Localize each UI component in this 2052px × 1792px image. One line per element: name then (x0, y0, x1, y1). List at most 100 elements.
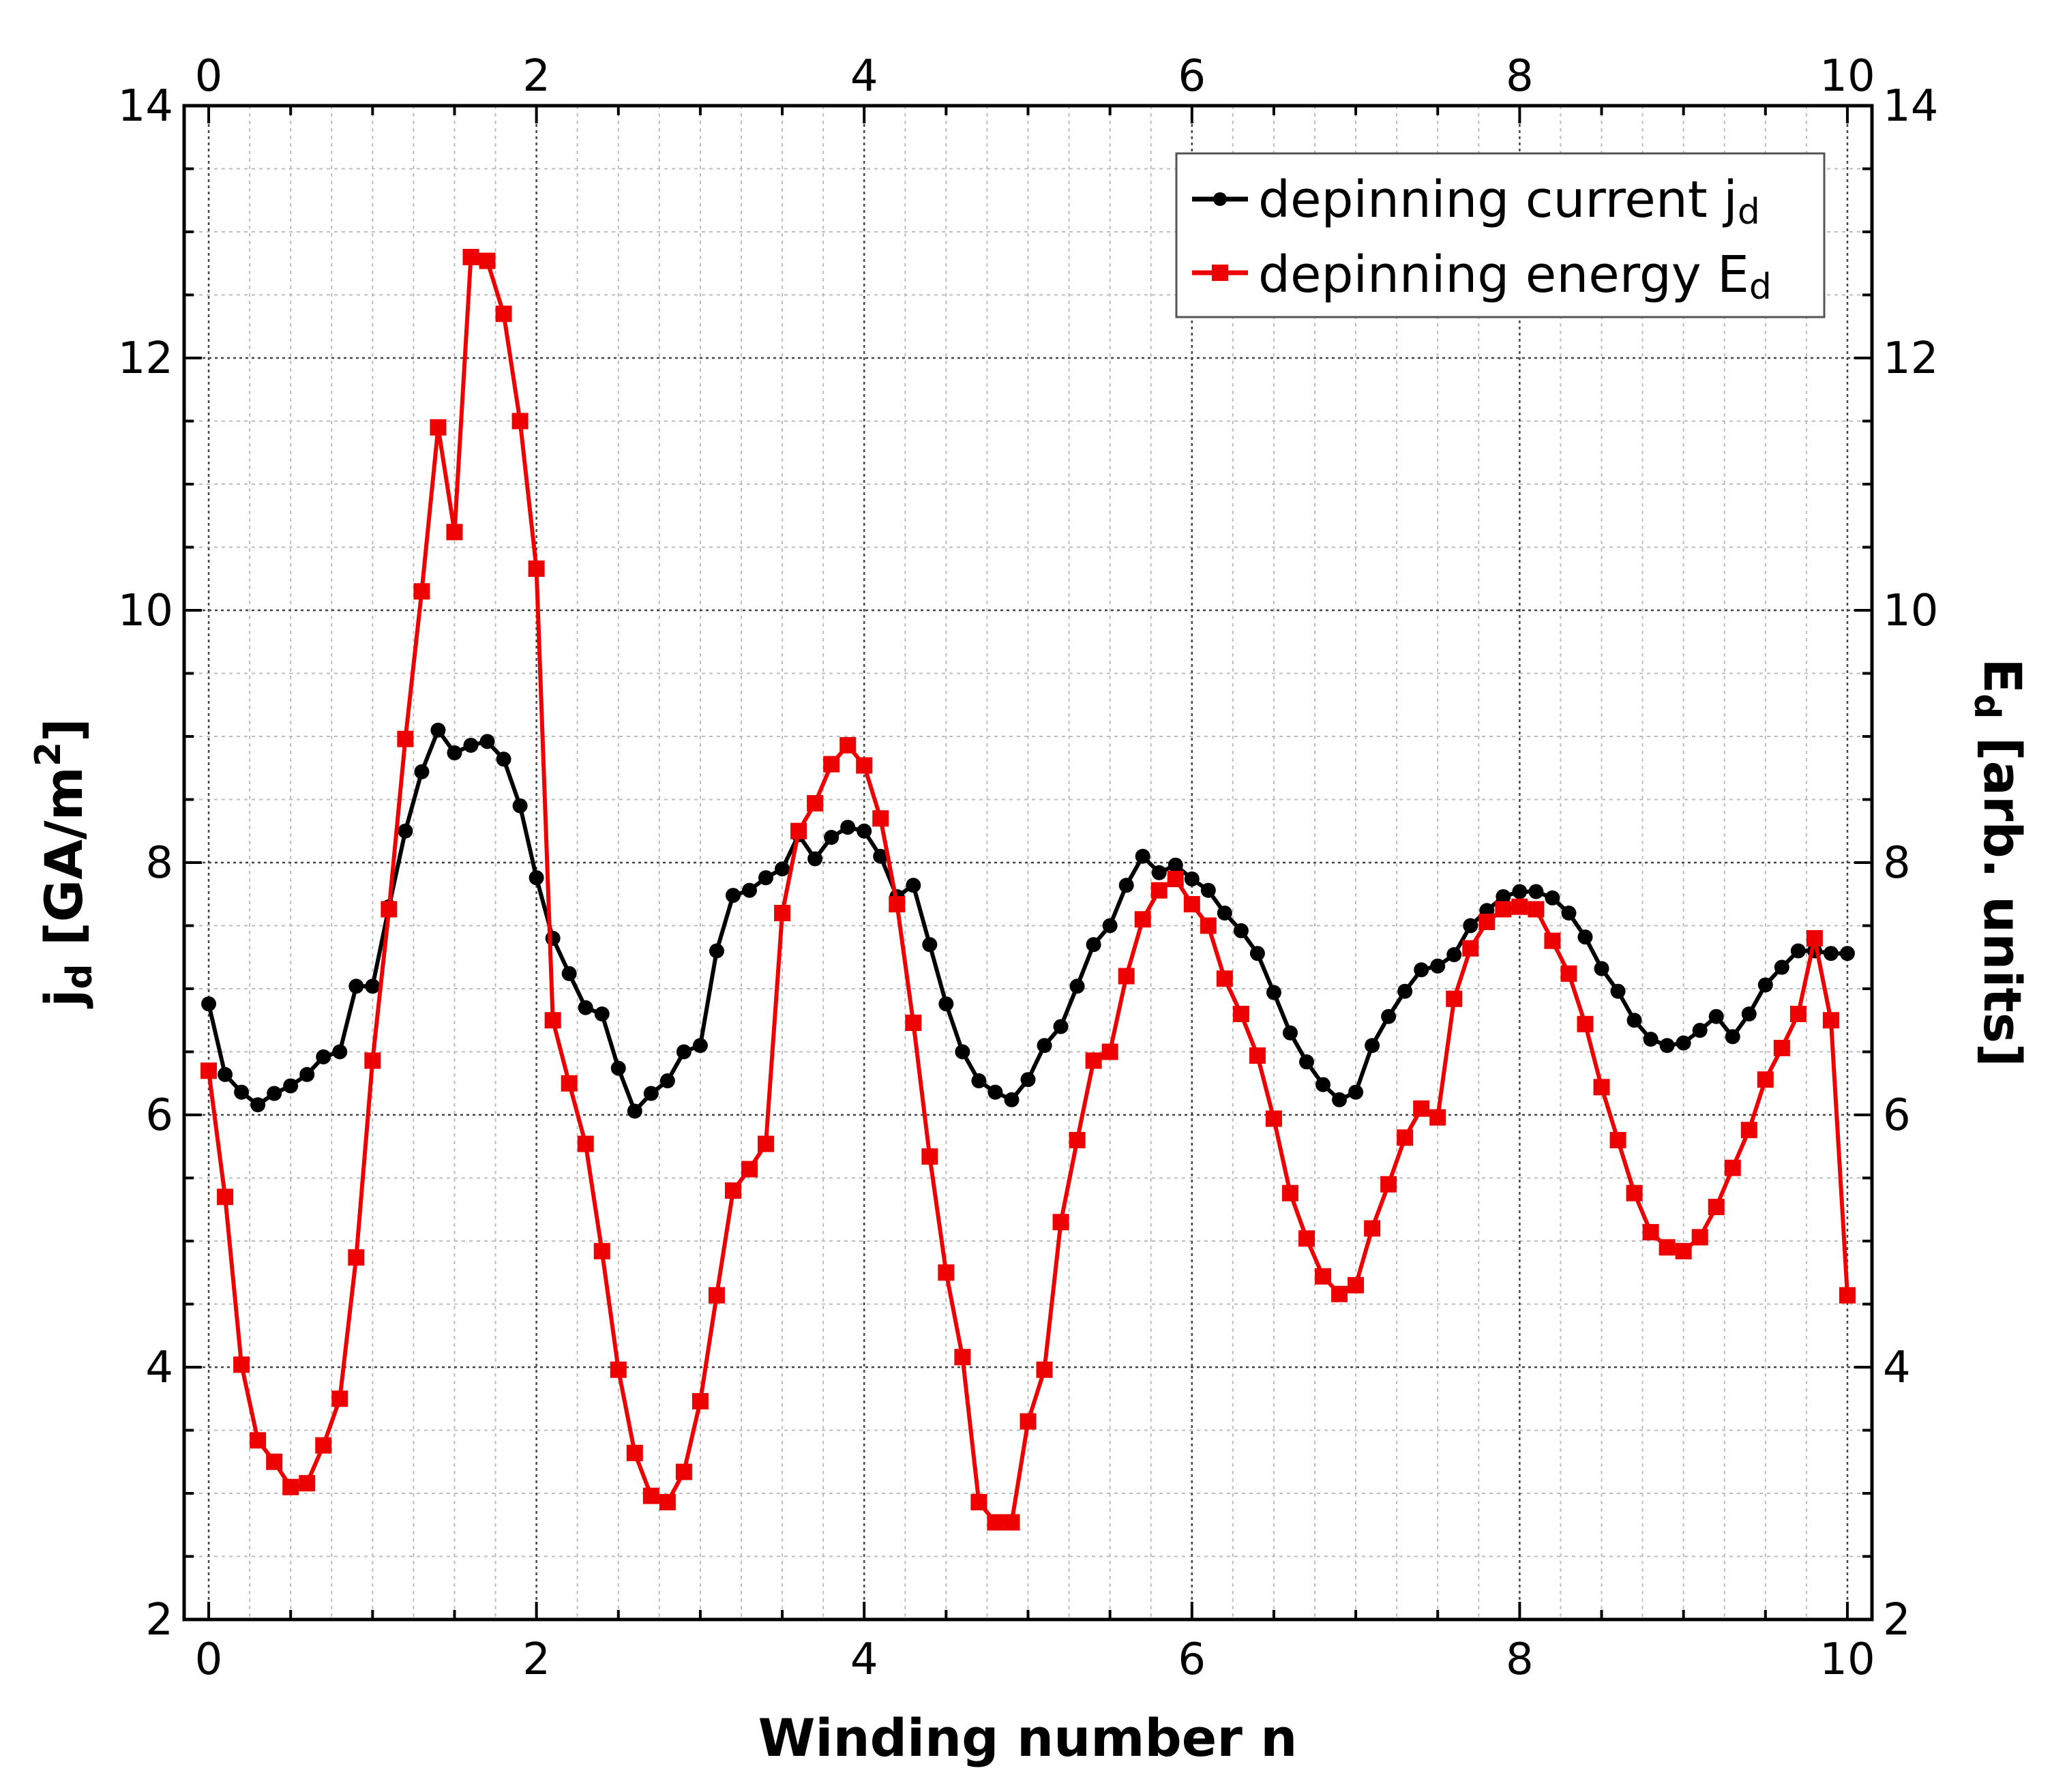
data-point (1397, 1129, 1414, 1146)
x-tick-label-bottom: 4 (850, 1634, 878, 1685)
data-point (413, 583, 430, 600)
data-point (1315, 1268, 1332, 1285)
data-point (790, 822, 807, 839)
data-point (1560, 965, 1577, 982)
data-point (561, 1075, 578, 1092)
data-point (316, 1049, 331, 1064)
series-line (207, 255, 1849, 1525)
data-point (1086, 937, 1101, 953)
data-point (331, 1390, 348, 1407)
data-point (1020, 1413, 1037, 1430)
data-point (218, 1066, 233, 1082)
data-point (758, 870, 774, 886)
data-point (430, 419, 447, 436)
data-point (577, 1135, 594, 1152)
data-point (675, 1463, 692, 1480)
data-point (446, 524, 463, 541)
data-point (1708, 1009, 1724, 1024)
data-point (299, 1475, 316, 1492)
data-point (1496, 888, 1511, 904)
data-point (840, 820, 856, 835)
data-point (512, 798, 528, 813)
data-point (201, 996, 217, 1012)
x-axis-title: Winding number n (758, 1707, 1298, 1768)
data-point (414, 764, 430, 779)
data-point (1626, 1184, 1643, 1201)
y-label-end: ] (33, 718, 94, 742)
data-point (938, 996, 954, 1012)
data-point (921, 1148, 938, 1165)
data-point (807, 851, 823, 867)
data-point (348, 1249, 365, 1266)
data-point (1495, 901, 1512, 918)
data-point (775, 861, 790, 877)
data-point (511, 413, 529, 430)
data-point (1200, 917, 1217, 934)
data-point (971, 1073, 987, 1089)
x-tick-label-top: 0 (195, 51, 223, 102)
data-point (1135, 848, 1150, 864)
data-point (479, 252, 496, 269)
x-tick-label-top: 8 (1506, 51, 1534, 102)
data-point (1167, 871, 1184, 888)
x-tick-label-bottom: 8 (1506, 1634, 1534, 1685)
data-point (741, 1161, 758, 1178)
data-point (1806, 930, 1823, 946)
data-point (1134, 911, 1151, 928)
data-point (987, 1514, 1004, 1531)
data-point (1380, 1176, 1397, 1193)
data-point (1331, 1285, 1348, 1302)
data-point (872, 810, 889, 827)
data-point (1789, 1006, 1806, 1022)
data-point (1822, 1012, 1839, 1029)
data-point (1708, 1199, 1725, 1216)
data-point (774, 905, 791, 921)
data-point (1676, 1035, 1691, 1051)
y-tick-label-left: 8 (145, 838, 173, 888)
data-point (462, 249, 479, 265)
data-point (1118, 878, 1134, 893)
y-label-sup: 2 (28, 742, 69, 766)
data-point (364, 1052, 381, 1069)
data-point (1839, 946, 1855, 961)
data-point (365, 979, 381, 994)
data-point (1069, 979, 1085, 994)
data-point (1528, 884, 1544, 899)
data-point (233, 1356, 250, 1373)
data-point (905, 1014, 922, 1031)
data-point (857, 823, 872, 839)
y-tick-label-left: 2 (145, 1595, 173, 1645)
data-point (1724, 1159, 1741, 1176)
data-point (1249, 946, 1265, 961)
data-point (1774, 959, 1789, 975)
y-tick-label-left: 14 (118, 81, 173, 132)
data-point (970, 1493, 987, 1510)
data-point (1773, 1039, 1790, 1056)
data-point (758, 1135, 775, 1152)
y-label-rest: [GA/m (33, 766, 94, 964)
data-point (823, 756, 840, 773)
y2-label-sub: d (1966, 693, 2007, 719)
data-point (1037, 1038, 1052, 1054)
data-point (594, 1006, 610, 1021)
data-point (234, 1084, 250, 1100)
data-point (1200, 882, 1216, 898)
data-point (676, 1044, 692, 1060)
data-point (1232, 1006, 1249, 1022)
data-point (430, 722, 446, 738)
data-point (315, 1437, 332, 1454)
legend-label-current: depinning current jd (1258, 170, 1760, 233)
data-point (529, 870, 544, 886)
data-point (642, 1487, 659, 1504)
data-point (1315, 1077, 1331, 1092)
data-point (889, 896, 906, 913)
data-point (1429, 1109, 1446, 1126)
data-point (283, 1078, 299, 1094)
data-point (1053, 1019, 1069, 1034)
y-axis-title-right: Ed [arb. units] (1966, 658, 2033, 1066)
data-point (922, 937, 938, 953)
data-point (1790, 943, 1806, 959)
data-point (266, 1453, 283, 1470)
y-tick-label-right: 2 (1883, 1595, 1911, 1645)
